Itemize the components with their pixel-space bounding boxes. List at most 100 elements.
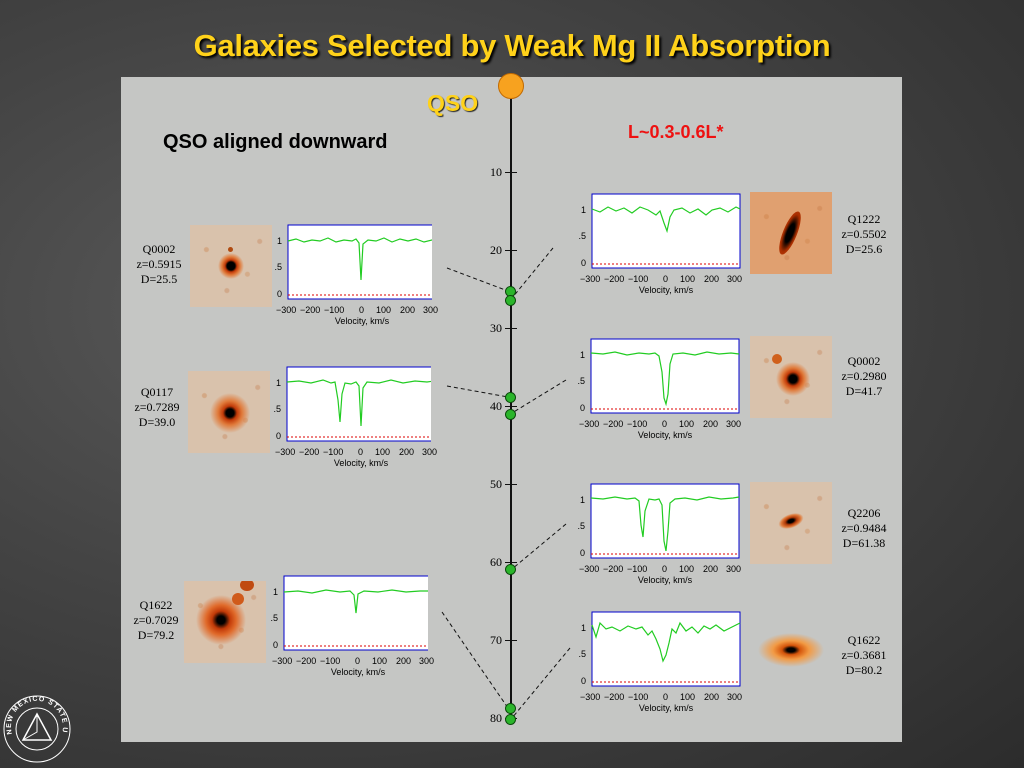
x-tick: 100 [680,692,696,702]
axis-tick [505,250,517,251]
impact-parameter: D=80.2 [845,663,883,677]
y-tick: 1 [580,205,586,215]
x-tick: −100 [323,447,344,457]
galaxy-image [184,581,266,663]
y-tick: 1 [579,495,585,505]
x-tick: −200 [299,447,320,457]
x-axis-title: Velocity, km/s [638,703,694,713]
qso-marker [498,73,524,99]
quasar-name: Q1622 [847,633,881,647]
x-tick: 100 [679,564,695,574]
redshift: z=0.7289 [134,400,180,414]
redshift: z=0.3681 [841,648,887,662]
x-tick: −200 [296,656,317,666]
quasar-name: Q2206 [847,506,881,520]
x-axis-title: Velocity, km/s [637,430,693,440]
quasar-name: Q0117 [140,385,174,399]
x-tick: −300 [579,564,600,574]
axis-tick [505,562,517,563]
impact-parameter: D=25.5 [140,272,178,286]
redshift: z=0.5502 [841,227,887,241]
y-tick: .5 [577,521,585,531]
redshift: z=0.9484 [841,521,887,535]
x-tick: 300 [727,692,743,702]
x-tick: −100 [320,656,341,666]
x-axis-title: Velocity, km/s [638,285,694,295]
y-tick: 0 [579,548,585,558]
x-tick: 0 [663,692,669,702]
spectrum-panel: 1 .5 0 −300 −200 −100 0 100 200 300 Velo… [575,481,741,591]
quasar-name: Q0002 [142,242,176,256]
x-tick: 0 [359,305,365,315]
spectrum-panel: 1 .5 0 −300 −200 −100 0 100 200 300 Velo… [272,222,438,332]
x-tick: 200 [396,656,412,666]
quasar-name: Q0002 [847,354,881,368]
y-tick: 0 [579,403,585,413]
qso-label: QSO [427,90,479,116]
x-tick: 0 [662,419,668,429]
absorber-marker [505,714,516,725]
absorber-marker [505,295,516,306]
absorber-marker [505,703,516,714]
y-tick: 0 [272,640,278,650]
x-tick: 200 [704,274,720,284]
x-tick: −300 [275,447,296,457]
galaxy-label: Q1622 z=0.7029 D=79.2 [121,598,191,643]
x-tick: 0 [663,274,669,284]
spectrum-panel: 1 .5 0 −300 −200 −100 0 100 200 300 Velo… [576,609,742,719]
axis-tick-label: 40 [490,399,502,413]
galaxy-image [750,482,832,564]
galaxy-image [750,609,832,691]
y-tick: .5 [578,649,586,659]
x-tick: −300 [580,274,601,284]
x-tick: 0 [358,447,364,457]
x-tick: 200 [703,564,719,574]
x-tick: 0 [662,564,668,574]
galaxy-label: Q0117 z=0.7289 D=39.0 [122,385,192,430]
x-tick: −200 [604,274,625,284]
x-tick: 300 [727,274,743,284]
y-tick: .5 [270,613,278,623]
y-tick: 0 [275,431,281,441]
x-tick: 0 [355,656,361,666]
impact-parameter: D=25.6 [845,242,883,256]
x-tick: 300 [423,305,439,315]
redshift: z=0.2980 [841,369,887,383]
slide-title: Galaxies Selected by Weak Mg II Absorpti… [193,28,831,63]
axis-tick-label: 50 [490,477,502,491]
x-tick: −100 [628,274,649,284]
galaxy-image [750,336,832,418]
x-tick: 100 [375,447,391,457]
x-tick: 100 [376,305,392,315]
axis-tick-label: 20 [490,243,502,257]
x-tick: 100 [679,419,695,429]
x-tick: 200 [704,692,720,702]
x-tick: −300 [580,692,601,702]
y-tick: .5 [273,404,281,414]
quasar-name: Q1622 [139,598,173,612]
galaxy-image [190,225,272,307]
galaxy-image [750,192,832,274]
luminosity-label: L~0.3-0.6L* [628,122,724,142]
axis-tick-label: 70 [490,633,502,647]
absorber-marker [505,392,516,403]
galaxy-label: Q1622 z=0.3681 D=80.2 [829,633,899,678]
x-tick: 200 [400,305,416,315]
y-tick: 1 [276,236,282,246]
x-tick: 300 [726,419,742,429]
university-logo: NEW MEXICO STATE UNIVERSITY [2,694,71,763]
x-tick: −300 [276,305,297,315]
galaxy-image [188,371,270,453]
galaxy-label: Q0002 z=0.5915 D=25.5 [124,242,194,287]
axis-tick [505,328,517,329]
axis-tick-label: 30 [490,321,502,335]
y-tick: 1 [580,623,586,633]
y-tick: .5 [578,231,586,241]
x-tick: 100 [680,274,696,284]
x-tick: −100 [628,692,649,702]
y-tick: 1 [579,350,585,360]
axis-tick-label: 80 [490,711,502,725]
galaxy-label: Q2206 z=0.9484 D=61.38 [829,506,899,551]
x-tick: −200 [300,305,321,315]
